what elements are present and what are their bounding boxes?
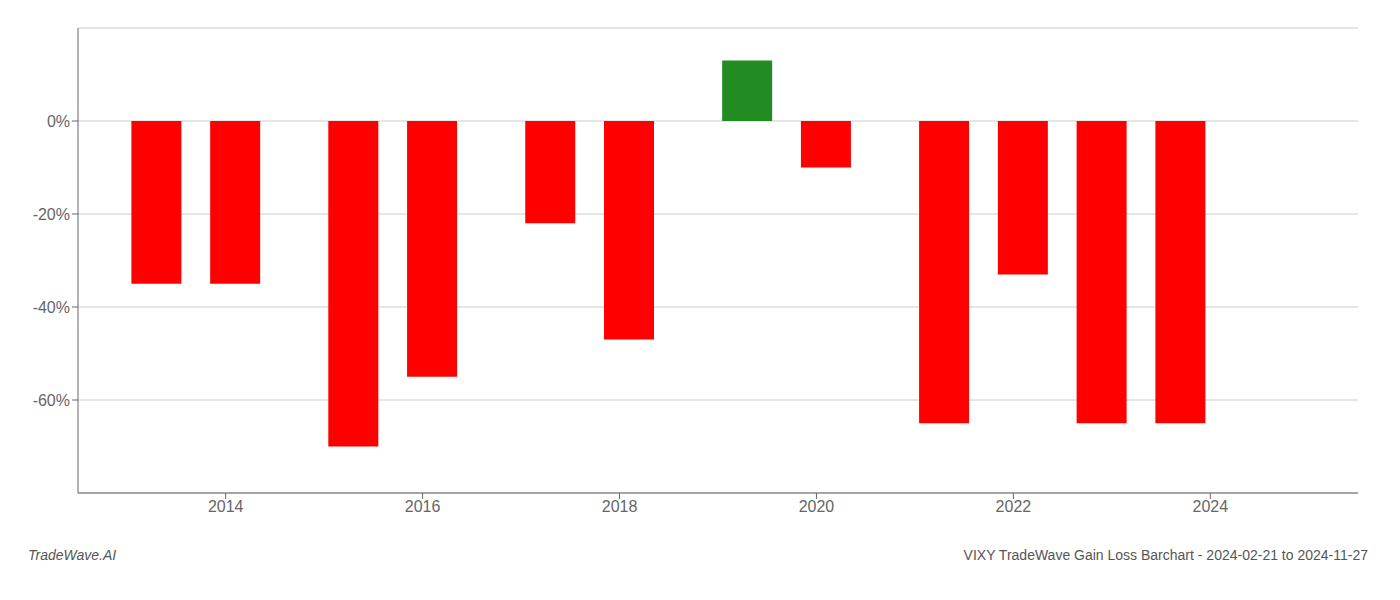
svg-text:-60%: -60%: [33, 392, 70, 409]
svg-text:-20%: -20%: [33, 206, 70, 223]
svg-text:2018: 2018: [602, 498, 638, 515]
svg-text:2022: 2022: [996, 498, 1032, 515]
svg-text:-40%: -40%: [33, 299, 70, 316]
html-text:VIXY TradeWave Gain Loss Barch: VIXY TradeWave Gain Loss Barchart - 2024…: [963, 547, 1368, 563]
svg-text:2024: 2024: [1193, 498, 1229, 515]
svg-text:2014: 2014: [208, 498, 244, 515]
html-text:TradeWave.AI: TradeWave.AI: [28, 547, 117, 563]
svg-text:2016: 2016: [405, 498, 441, 515]
svg-text:2020: 2020: [799, 498, 835, 515]
svg-text:0%: 0%: [47, 113, 70, 130]
